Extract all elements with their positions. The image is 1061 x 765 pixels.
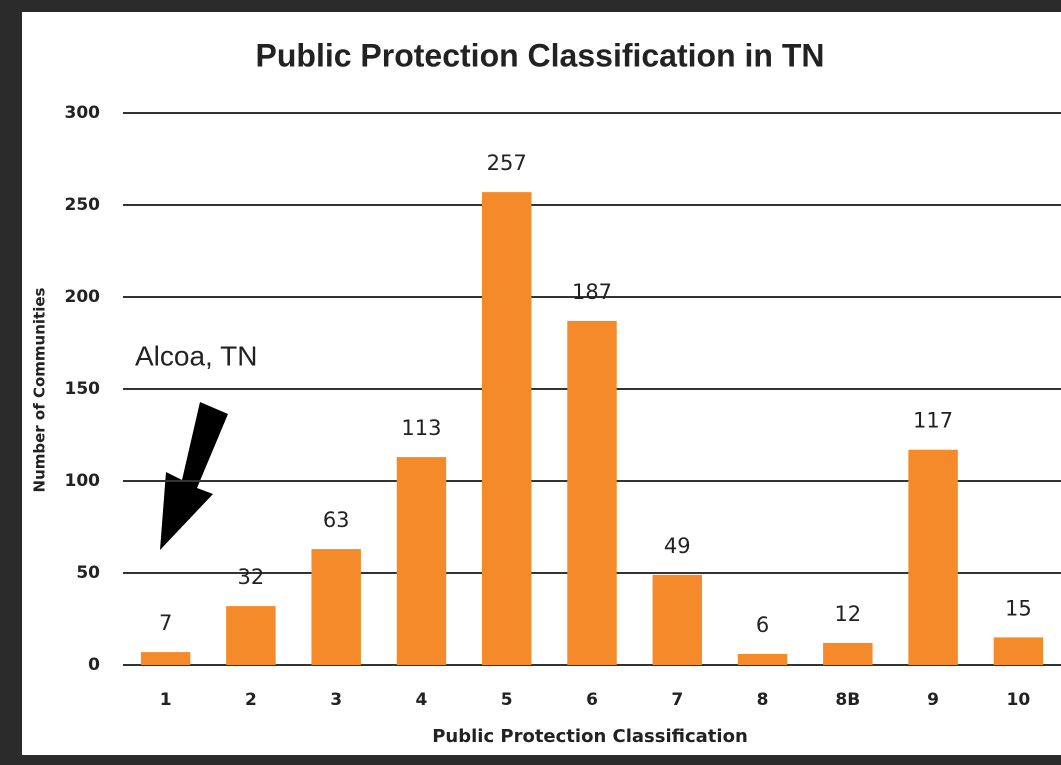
bar: [908, 450, 957, 665]
data-label: 49: [664, 534, 691, 558]
bar: [653, 575, 702, 665]
bar: [823, 643, 872, 665]
data-label: 7: [159, 611, 172, 635]
y-tick-label: 250: [65, 195, 101, 215]
data-label: 15: [1005, 596, 1032, 620]
x-tick-label: 5: [501, 690, 513, 710]
x-tick-label: 6: [586, 690, 598, 710]
x-tick-label: 10: [1007, 690, 1031, 710]
y-tick-label: 150: [65, 379, 101, 399]
bar: [482, 192, 531, 665]
annotation: Alcoa, TN: [135, 340, 257, 371]
chart-title: Public Protection Classification in TN: [256, 37, 825, 73]
data-label: 63: [323, 508, 350, 532]
x-tick-label: 7: [671, 690, 683, 710]
data-label: 6: [756, 613, 769, 637]
bar: [994, 637, 1043, 665]
x-tick-label: 8B: [835, 690, 860, 710]
data-label: 257: [487, 151, 527, 175]
bar: [311, 549, 360, 665]
bar: [738, 654, 787, 665]
y-tick-label: 0: [88, 655, 100, 675]
y-tick-label: 200: [65, 287, 101, 307]
bar: [141, 652, 190, 665]
data-label: 113: [401, 416, 441, 440]
y-tick-label: 300: [65, 103, 101, 123]
data-label: 117: [913, 409, 953, 433]
chart-panel: [22, 12, 1061, 755]
x-axis-label: Public Protection Classification: [432, 726, 748, 747]
data-label: 12: [834, 602, 861, 626]
y-tick-label: 50: [76, 563, 100, 583]
x-tick-label: 1: [160, 690, 172, 710]
y-axis-label: Number of Communities: [31, 287, 49, 492]
bar: [226, 606, 275, 665]
x-tick-label: 9: [927, 690, 939, 710]
x-tick-label: 3: [330, 690, 342, 710]
bar: [397, 457, 446, 665]
chart: Public Protection Classification in TN N…: [0, 0, 1061, 765]
x-tick-label: 2: [245, 690, 257, 710]
data-label: 187: [572, 280, 612, 304]
x-tick-label: 4: [416, 690, 428, 710]
data-label: 32: [238, 565, 265, 589]
y-tick-label: 100: [65, 471, 101, 491]
bar: [567, 321, 616, 665]
x-tick-label: 8: [757, 690, 769, 710]
